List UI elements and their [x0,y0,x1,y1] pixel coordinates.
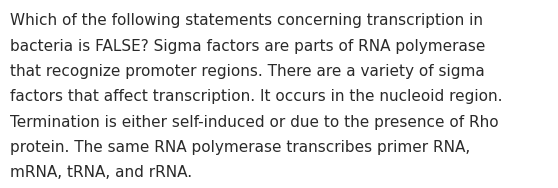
Text: protein. The same RNA polymerase transcribes primer RNA,: protein. The same RNA polymerase transcr… [10,140,470,155]
Text: that recognize promoter regions. There are a variety of sigma: that recognize promoter regions. There a… [10,64,485,79]
Text: Which of the following statements concerning transcription in: Which of the following statements concer… [10,13,483,28]
Text: factors that affect transcription. It occurs in the nucleoid region.: factors that affect transcription. It oc… [10,89,503,104]
Text: mRNA, tRNA, and rRNA.: mRNA, tRNA, and rRNA. [10,165,192,180]
Text: Termination is either self-induced or due to the presence of Rho: Termination is either self-induced or du… [10,115,499,130]
Text: bacteria is FALSE? Sigma factors are parts of RNA polymerase: bacteria is FALSE? Sigma factors are par… [10,39,485,54]
